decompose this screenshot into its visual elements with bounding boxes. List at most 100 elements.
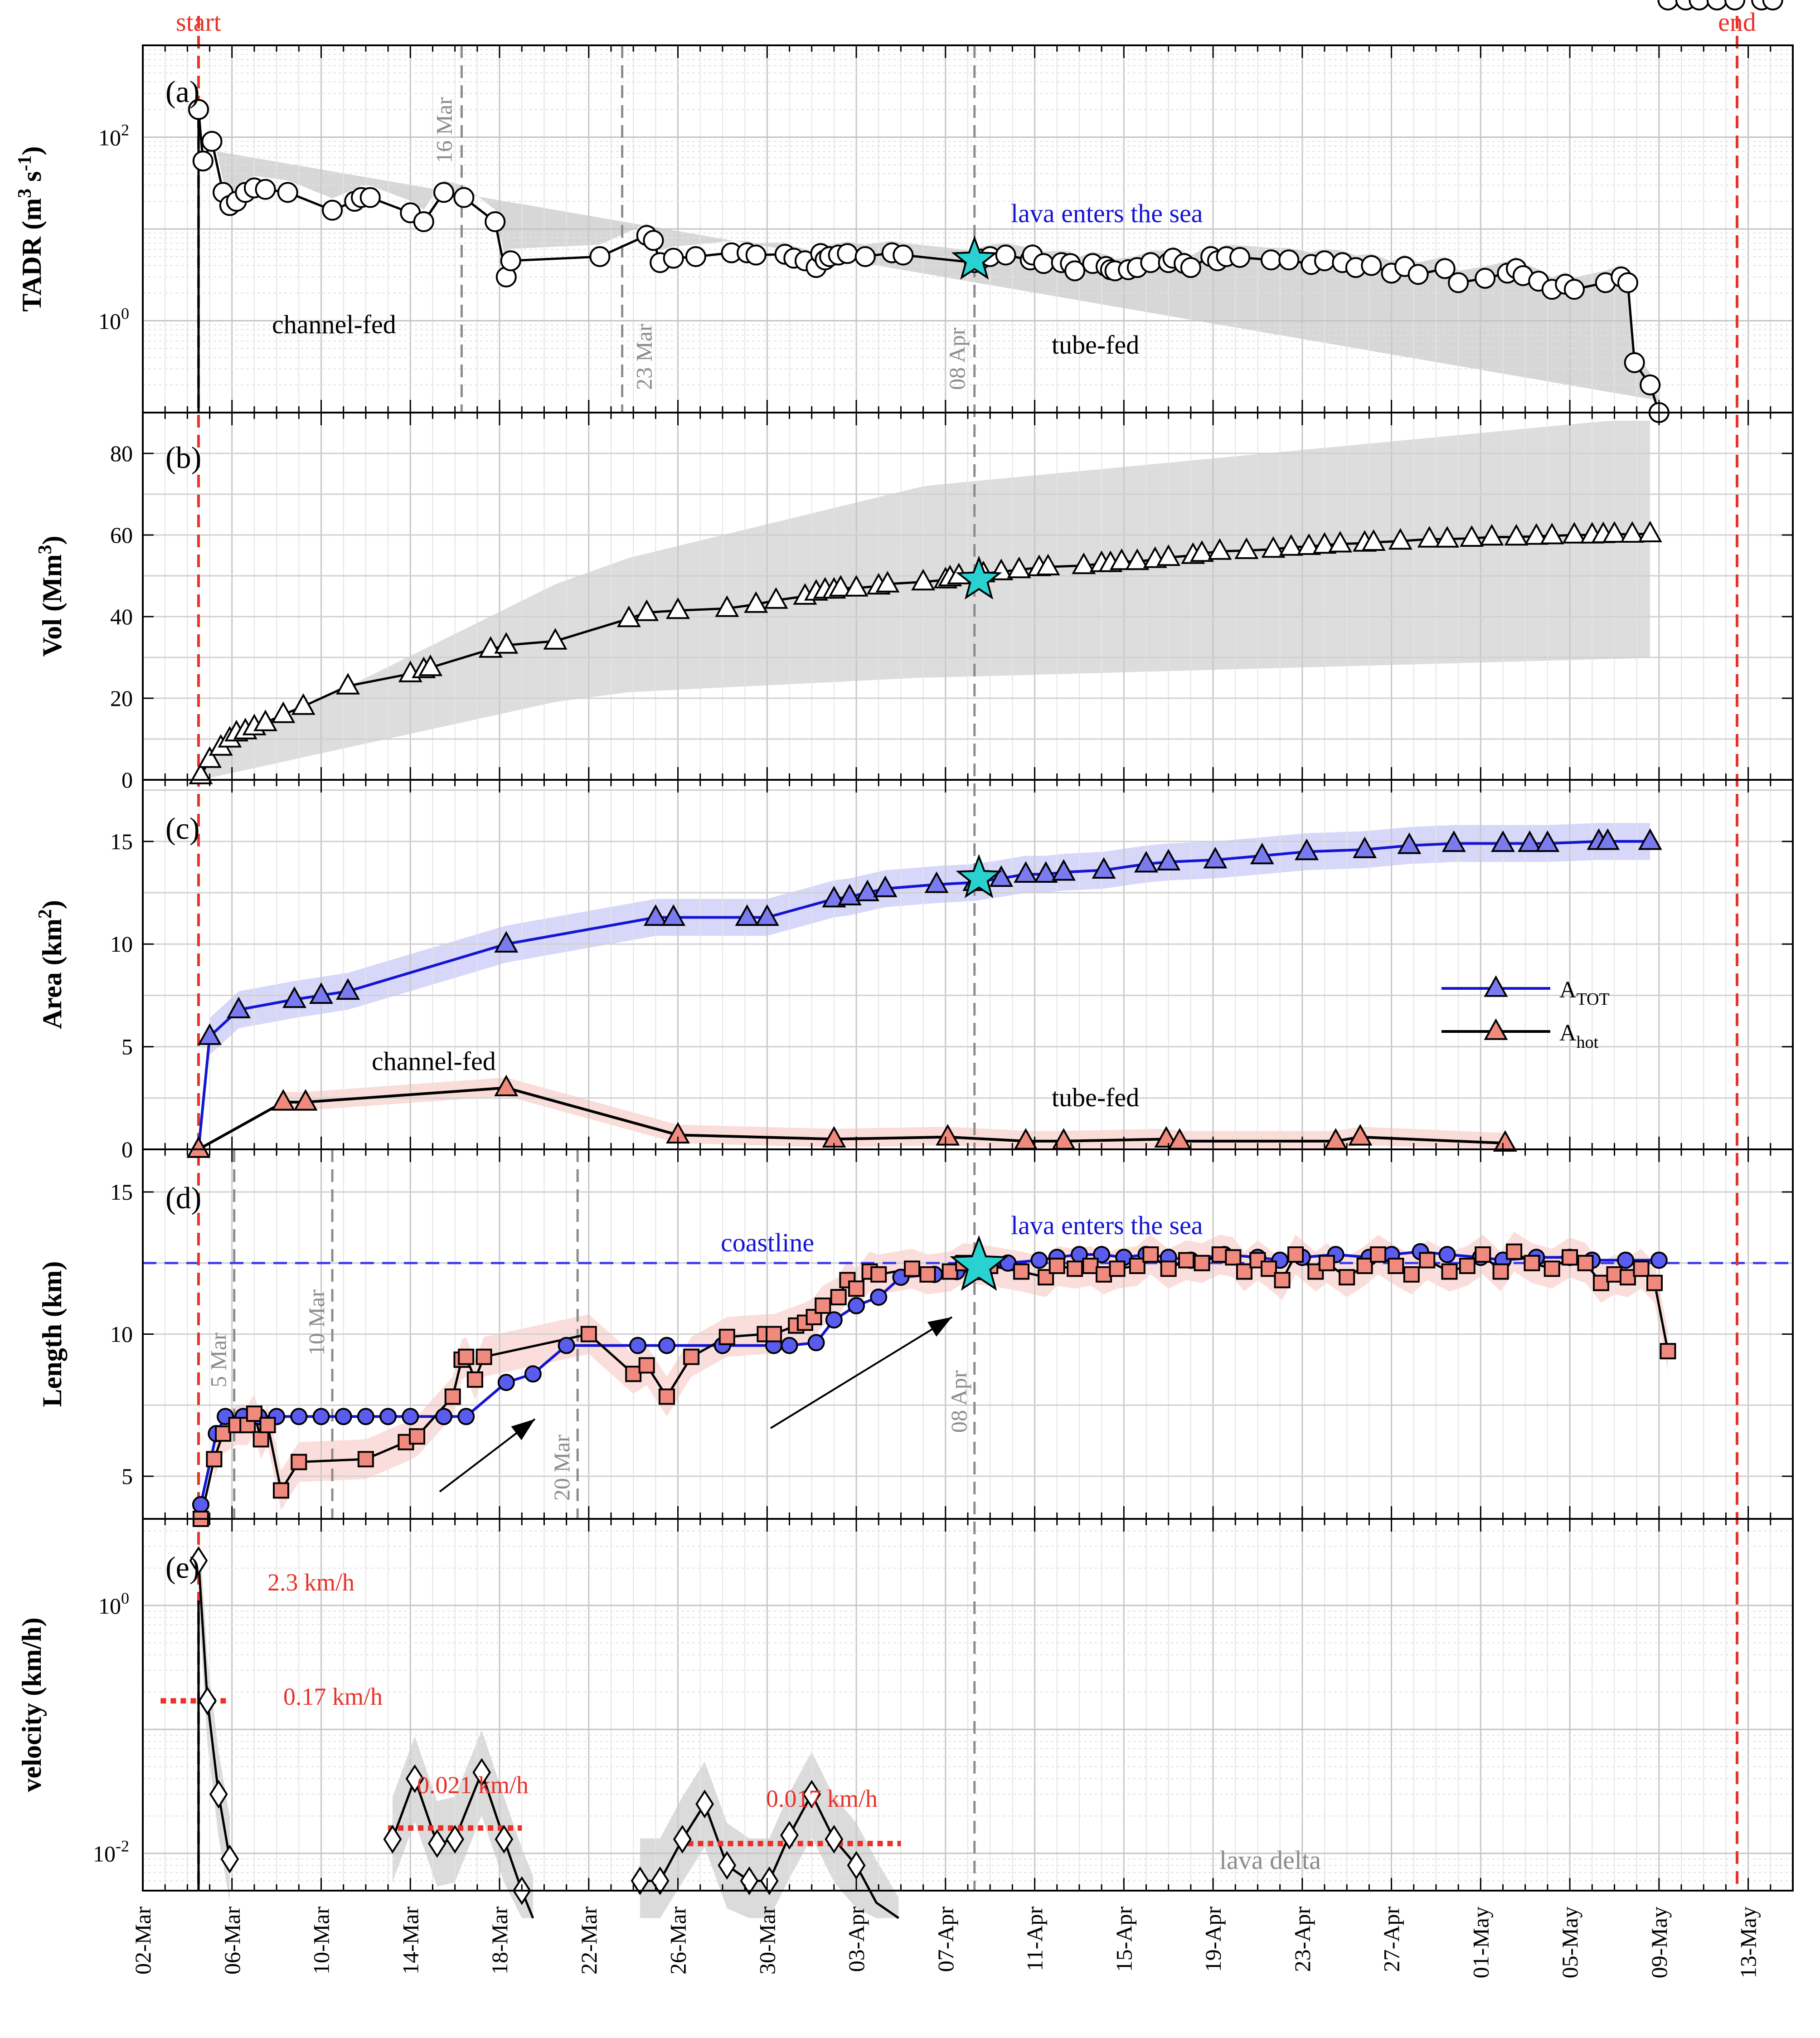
length-blue-point <box>335 1408 352 1425</box>
length-salmon-point <box>444 1388 461 1405</box>
ylabel-velocity: velocity (km/h) <box>17 1618 47 1792</box>
area-total-point <box>989 865 1014 887</box>
velocity-point <box>802 1780 821 1809</box>
tadr-point <box>433 182 455 203</box>
length-salmon-line <box>199 1250 1669 1519</box>
volume-point <box>1328 530 1352 553</box>
x-tick-label: 22-Mar <box>576 1907 602 1975</box>
length-salmon-point <box>625 1366 642 1382</box>
y-tick-label: 5 <box>121 1034 133 1060</box>
velocity-point <box>825 1824 844 1854</box>
volume-point <box>1208 538 1232 560</box>
start-label: start <box>176 7 221 37</box>
length-salmon-point <box>357 1451 374 1468</box>
area-total-uncertainty <box>209 823 1650 1055</box>
sea-entry-star <box>956 555 1002 600</box>
panel-label-e: (e) <box>165 1550 199 1585</box>
velocity-line <box>197 1561 231 1859</box>
length-salmon-point <box>1082 1258 1099 1274</box>
panel-label-a: (a) <box>165 74 199 109</box>
x-tick-label: 05-May <box>1557 1907 1582 1978</box>
volume-point <box>271 701 296 723</box>
velocity-point <box>718 1851 737 1880</box>
tadr-point <box>277 182 298 203</box>
area-hot-point <box>494 1075 519 1096</box>
area-total-point <box>661 904 686 926</box>
length-blue-point <box>781 1337 798 1354</box>
area-total-point <box>1518 830 1542 852</box>
area-total-point <box>1596 828 1620 850</box>
volume-point <box>1417 526 1441 548</box>
volume-point <box>715 595 739 617</box>
area-total-point <box>494 931 519 953</box>
length-blue-point <box>379 1408 397 1425</box>
velocity-point <box>446 1824 465 1854</box>
length-salmon-point <box>1543 1260 1560 1277</box>
volume-point <box>764 587 788 609</box>
length-salmon-point <box>1178 1252 1195 1269</box>
tadr-point <box>1563 279 1585 300</box>
area-total-point <box>643 904 668 926</box>
length-salmon-point <box>259 1417 276 1434</box>
volume-point <box>829 575 853 597</box>
length-salmon-point <box>1307 1263 1324 1280</box>
area-total-point <box>1535 830 1560 852</box>
length-salmon-point <box>1194 1255 1210 1271</box>
volume-point <box>1460 525 1484 547</box>
length-salmon-point <box>409 1428 426 1445</box>
area-total-point <box>1092 857 1116 879</box>
x-tick-label: 10-Mar <box>309 1907 334 1975</box>
length-salmon-point <box>246 1406 262 1422</box>
length-blue-point <box>497 1374 515 1391</box>
length-salmon-point <box>1067 1260 1083 1277</box>
end-label: end <box>1718 7 1756 37</box>
length-blue-point <box>870 1289 888 1306</box>
area-hot-point <box>1493 1130 1517 1152</box>
length-blue-point <box>290 1408 308 1425</box>
legend-marker-hot <box>1484 1018 1508 1040</box>
vline-label-20mar: 20 Mar <box>549 1435 574 1501</box>
rate-label-2: 0.17 km/h <box>283 1683 383 1710</box>
tadr-point <box>1064 260 1086 282</box>
area-total-point <box>282 986 306 1008</box>
tadr-point <box>485 211 506 232</box>
rate-label-3: 0.021 km/h <box>417 1771 529 1799</box>
volume-point <box>291 693 315 715</box>
tadr-point <box>643 230 664 251</box>
area-hot-point <box>1348 1124 1373 1146</box>
velocity-point <box>780 1821 799 1850</box>
text-labels: 02-Mar 06-Mar 10-Mar 14-Mar 18-Mar 22-Mar 26-M… <box>15 7 1761 1978</box>
length-salmon-point <box>1633 1260 1650 1277</box>
y-tick-label: 100 <box>98 1589 129 1619</box>
area-total-point <box>822 885 846 908</box>
y-tick-label: 102 <box>98 121 129 151</box>
area-total-point <box>227 997 251 1018</box>
sea-entry-star <box>951 235 998 280</box>
y-tick-label: 80 <box>110 441 133 466</box>
volume-point <box>418 654 443 676</box>
annotation-coastline: coastline <box>721 1228 814 1257</box>
ylabel-volume: Vol (Mm3) <box>35 535 67 657</box>
volume-point <box>1504 524 1529 546</box>
volume-point <box>198 746 222 768</box>
y-tick-label: 10-2 <box>93 1837 129 1867</box>
length-salmon-point <box>870 1266 887 1283</box>
area-total-point <box>1295 838 1319 861</box>
annotation-tube-fed: tube-fed <box>1052 1083 1139 1112</box>
ylabel-tadr: TADR (m3 s-1) <box>15 146 47 312</box>
vline-label-16mar: 16 Mar <box>431 97 456 163</box>
volume-point <box>666 597 690 619</box>
x-tick-label: 30-Mar <box>754 1907 780 1975</box>
area-total-point <box>924 871 949 893</box>
tadr-point <box>1706 0 1728 10</box>
area-total-point <box>1034 861 1058 883</box>
tadr-point <box>1657 0 1679 10</box>
tadr-point <box>322 199 343 221</box>
volume-point <box>1189 540 1214 562</box>
length-salmon-point <box>1492 1263 1509 1280</box>
volume-point <box>744 591 768 613</box>
volume-point <box>1480 524 1504 546</box>
length-salmon-point <box>1646 1274 1663 1291</box>
length-blue-point <box>312 1408 330 1425</box>
area-total-point <box>1250 842 1274 865</box>
